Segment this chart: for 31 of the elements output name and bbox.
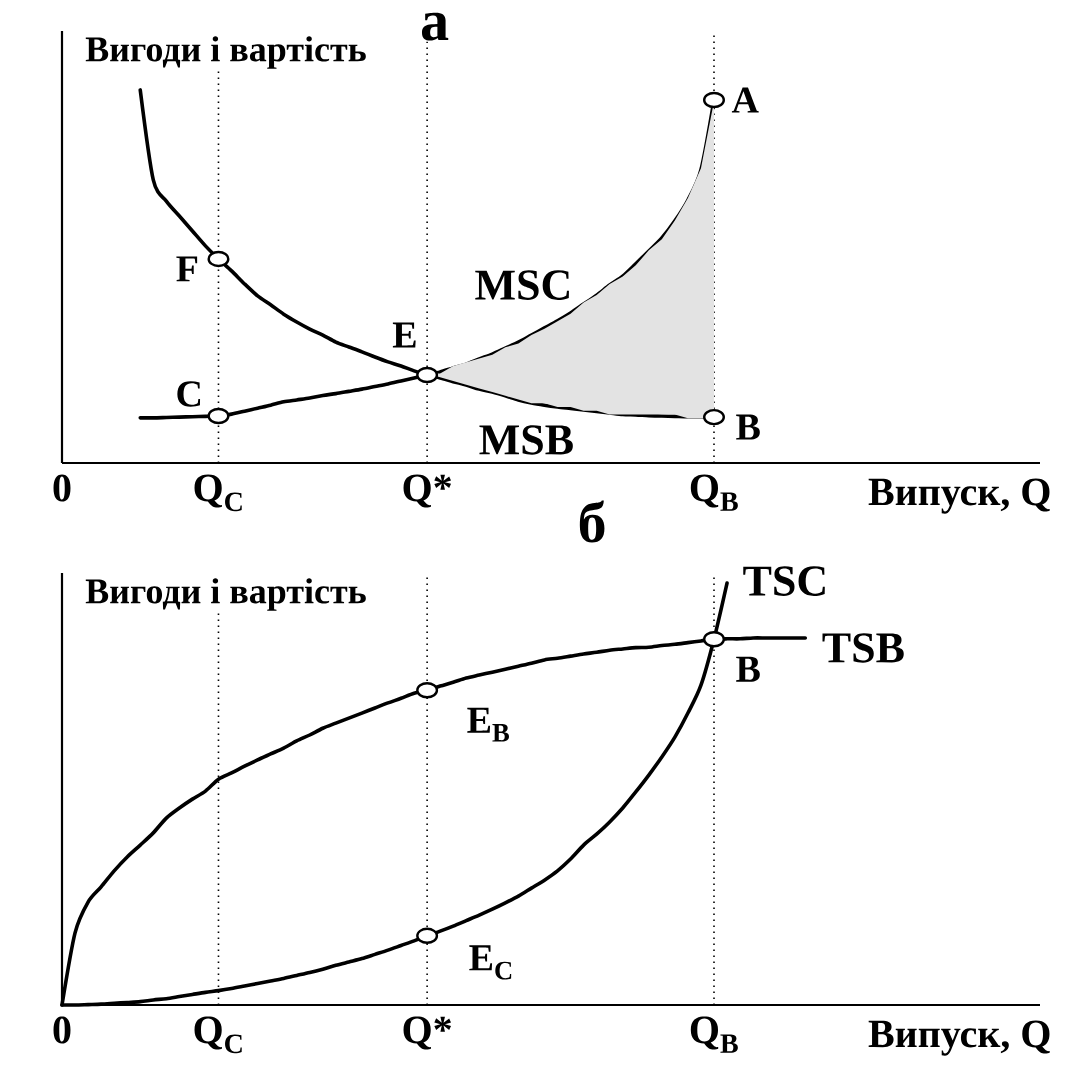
series-label: TSC <box>743 566 825 596</box>
x-tick-label: Q* <box>403 1016 452 1050</box>
point <box>703 408 725 426</box>
annotation: E <box>392 322 416 348</box>
annotation: B <box>736 414 760 440</box>
y-axis-title: Вигоди і вартість <box>85 578 366 611</box>
x-axis-title: Випуск, Q <box>868 478 1050 514</box>
annotation: B <box>736 656 760 682</box>
annotation: E$_{C}$ <box>469 945 512 980</box>
point <box>207 407 230 425</box>
x-tick-label: Q* <box>403 474 452 508</box>
x-tick-label: Q$_{B}$ <box>690 474 738 511</box>
y-axis-title: Вигоди і вартість <box>85 36 366 69</box>
point <box>207 250 230 268</box>
annotation: E$_{B}$ <box>467 707 509 742</box>
x-tick-label: 0 <box>53 474 71 502</box>
chart-title: а <box>421 12 449 41</box>
annotation: F <box>176 256 198 282</box>
x-tick-label: Q$_{C}$ <box>194 1016 242 1054</box>
x-tick-label: Q$_{B}$ <box>690 1016 738 1053</box>
series-label: TSB <box>822 633 904 663</box>
x-tick-label: Q$_{C}$ <box>194 474 242 512</box>
annotation: A <box>731 87 759 113</box>
x-tick-label: 0 <box>53 1016 71 1044</box>
point <box>703 91 725 109</box>
annotation: C <box>177 381 201 407</box>
x-axis-title: Випуск, Q <box>868 1020 1050 1056</box>
series-label: MSB <box>479 425 573 455</box>
point <box>416 366 439 384</box>
chart-title: б <box>579 500 605 543</box>
series-label: MSC <box>475 270 569 300</box>
